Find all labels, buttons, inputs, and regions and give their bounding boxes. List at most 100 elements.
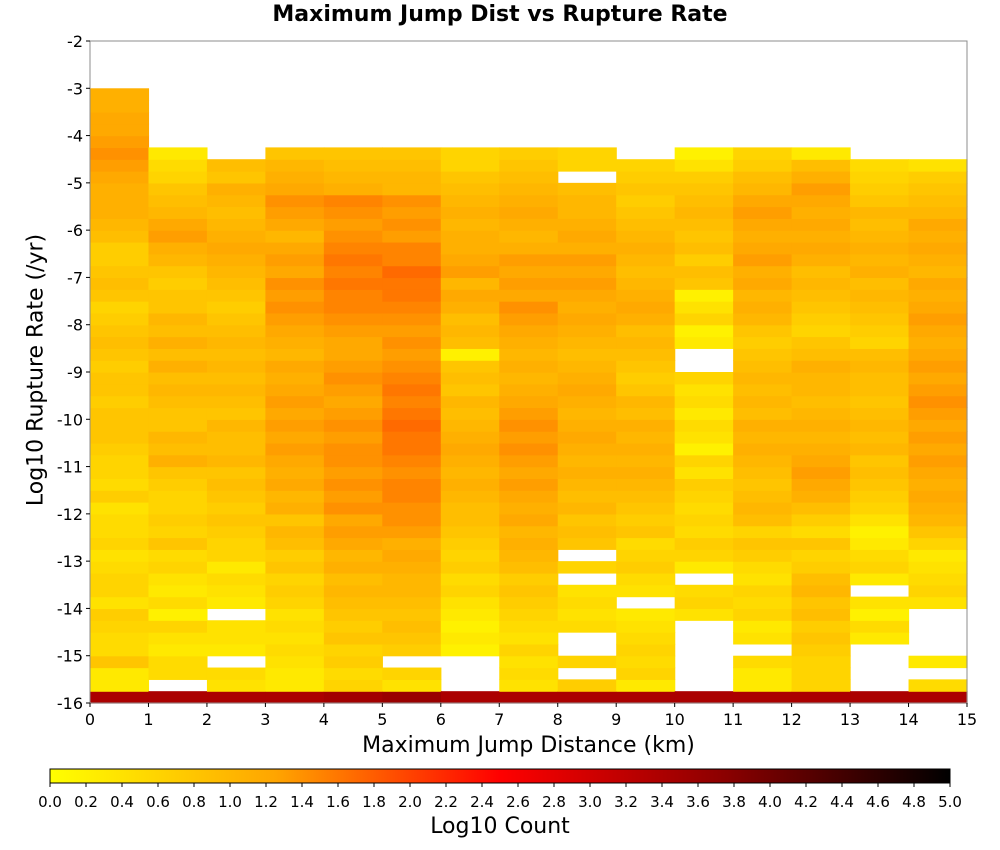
heatmap-cell (908, 407, 968, 420)
heatmap-cell (908, 466, 968, 479)
heatmap-cell (440, 348, 500, 361)
heatmap-cell (90, 206, 150, 219)
colorbar-tick-label: 2.2 (434, 793, 458, 811)
heatmap-cell (557, 395, 617, 409)
heatmap-cell (499, 182, 559, 196)
heatmap-cell (265, 289, 325, 302)
heatmap-cell (791, 241, 851, 255)
x-tick-label: 2 (202, 710, 212, 729)
heatmap-cell (323, 372, 383, 385)
heatmap-cell (206, 478, 266, 491)
heatmap-cell (616, 620, 676, 633)
heatmap-cell (791, 643, 851, 657)
heatmap-cell (908, 265, 968, 279)
chart-title: Maximum Jump Dist vs Rupture Rate (272, 2, 728, 27)
heatmap-cell (850, 419, 910, 432)
heatmap-cell (323, 312, 383, 326)
heatmap-cell (148, 490, 208, 503)
heatmap-cell (674, 537, 734, 550)
heatmap-cell (908, 206, 968, 219)
heatmap-cell (733, 572, 793, 586)
heatmap-cell (148, 289, 208, 302)
y-axis-label: Log10 Rupture Rate (/yr) (23, 233, 49, 507)
heatmap-cell (674, 147, 734, 160)
heatmap-cell (908, 395, 968, 409)
heatmap-cell (499, 407, 559, 420)
heatmap-cell (90, 620, 150, 633)
colorbar-tick-label: 1.2 (254, 793, 278, 811)
heatmap-cell (499, 265, 559, 279)
heatmap-cell (557, 679, 617, 692)
heatmap-cell (674, 513, 734, 527)
heatmap-cell (733, 277, 793, 290)
heatmap-cell (557, 419, 617, 432)
heatmap-cell (616, 572, 676, 586)
heatmap-cell (499, 537, 559, 550)
heatmap-cell (850, 194, 910, 208)
heatmap-cell (616, 324, 676, 338)
heatmap-cell (206, 549, 266, 562)
heatmap-cell (90, 584, 150, 598)
heatmap-cell (733, 608, 793, 621)
heatmap-cell (791, 537, 851, 550)
heatmap-cell (791, 513, 851, 527)
heatmap-cell (206, 372, 266, 385)
heatmap-cell (557, 383, 617, 397)
colorbar-tick-label: 3.4 (650, 793, 674, 811)
heatmap-cell (323, 301, 383, 314)
x-axis-ticks: 0 1 2 3 4 5 6 7 8 9 10 11 12 13 14 15 (85, 703, 977, 729)
heatmap-cell (440, 372, 500, 385)
heatmap-cell (265, 241, 325, 255)
heatmap-cell (265, 596, 325, 610)
heatmap-cell (206, 561, 266, 574)
heatmap-cell (323, 171, 383, 184)
heatmap-cell (791, 608, 851, 621)
heatmap-cell (908, 253, 968, 267)
heatmap-cell (382, 147, 442, 160)
heatmap-cell (908, 442, 968, 456)
heatmap-cell (616, 395, 676, 409)
heatmap-cell (323, 265, 383, 279)
heatmap-cell (382, 324, 442, 338)
heatmap-cell (499, 431, 559, 444)
colorbar-tick-label: 2.8 (542, 793, 566, 811)
heatmap-cell (90, 655, 150, 669)
heatmap-cell (206, 395, 266, 409)
heatmap-cell (791, 348, 851, 361)
heatmap-cell (382, 230, 442, 243)
heatmap-cell (733, 454, 793, 468)
heatmap-cell (674, 478, 734, 491)
heatmap-cell (265, 667, 325, 680)
x-tick-label: 3 (260, 710, 270, 729)
heatmap-cell (440, 549, 500, 562)
heatmap-cell (148, 336, 208, 349)
heatmap-cell (323, 643, 383, 657)
heatmap-cell (148, 478, 208, 491)
heatmap-cell (265, 324, 325, 338)
heatmap-cell (206, 513, 266, 527)
heatmap-cell (557, 407, 617, 420)
heatmap-cell (382, 171, 442, 184)
heatmap-cell (265, 643, 325, 657)
heatmap-cell (148, 620, 208, 633)
heatmap-cell (440, 253, 500, 267)
heatmap-cell (90, 537, 150, 550)
heatmap-cell (440, 632, 500, 645)
heatmap-cell (148, 218, 208, 231)
heatmap-cell (90, 395, 150, 409)
heatmap-cell (616, 312, 676, 326)
heatmap-cell (265, 655, 325, 669)
heatmap-cell (616, 490, 676, 503)
heatmap-cell (206, 679, 266, 692)
heatmap-cell (616, 171, 676, 184)
heatmap-cell (323, 525, 383, 539)
y-tick-label: -11 (57, 458, 83, 477)
heatmap-cell (440, 466, 500, 479)
heatmap-cell (850, 561, 910, 574)
heatmap-cell (791, 502, 851, 515)
heatmap-cell (791, 584, 851, 598)
heatmap-cell (90, 312, 150, 326)
heatmap-cell (440, 277, 500, 290)
x-tick-label: 10 (664, 710, 684, 729)
heatmap-cell (90, 549, 150, 562)
